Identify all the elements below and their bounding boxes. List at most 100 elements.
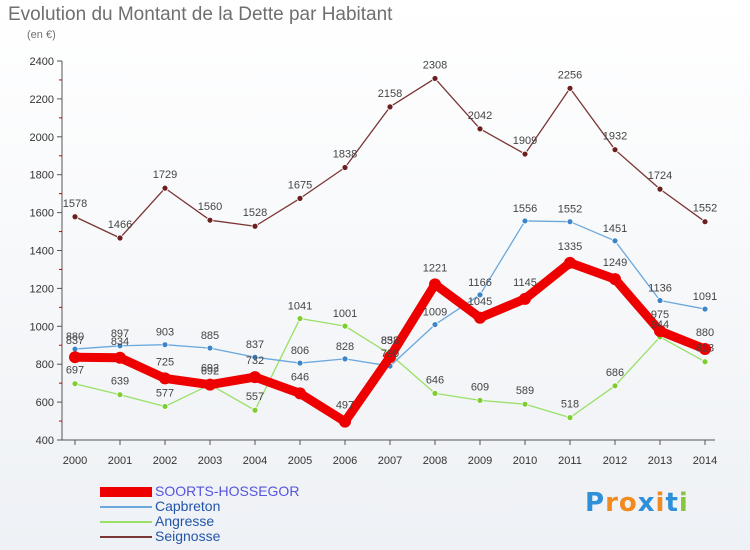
data-label-soorts-hossegor: 692 [201,363,219,375]
data-point-seignosse [656,185,664,193]
x-tick-label: 2008 [423,455,447,467]
data-label-soorts-hossegor: 1145 [513,277,537,289]
data-point-soorts-hossegor [384,350,396,363]
data-label-seignosse: 1729 [153,169,177,181]
x-tick-label: 2001 [108,455,132,467]
y-tick-label: 2400 [30,56,54,68]
data-label-capbreton: 837 [246,339,264,351]
y-tick-label: 1600 [30,208,54,220]
data-label-capbreton: 1556 [513,203,537,215]
data-label-soorts-hossegor: 975 [651,309,669,321]
y-tick-label: 600 [36,397,54,409]
data-point-seignosse [476,125,484,133]
data-label-angresse: 609 [471,381,489,393]
data-label-angresse: 813 [696,343,714,355]
data-label-soorts-hossegor: 1249 [603,257,627,269]
data-point-angresse [701,358,709,366]
data-label-capbreton: 790 [381,348,399,360]
logo-letter: x [637,488,656,518]
data-label-capbreton: 1166 [468,277,492,289]
data-label-capbreton: 885 [201,330,219,342]
data-point-capbreton [431,321,439,328]
data-label-soorts-hossegor: 732 [246,355,264,367]
data-label-seignosse: 2042 [468,110,492,122]
data-point-seignosse [566,84,574,92]
data-point-soorts-hossegor [249,371,261,384]
data-point-seignosse [386,103,394,111]
x-tick-label: 2000 [63,455,87,467]
data-label-angresse: 589 [516,385,534,397]
data-label-capbreton: 828 [336,341,354,353]
data-label-angresse: 557 [246,391,264,403]
logo-letter: P [585,488,606,518]
data-point-seignosse [161,184,169,192]
data-label-capbreton: 1009 [423,307,447,319]
data-label-soorts-hossegor: 838 [381,335,399,347]
legend-swatch [100,521,152,523]
x-tick-label: 2005 [288,455,312,467]
data-point-angresse [566,414,574,422]
data-point-soorts-hossegor [114,351,126,364]
data-point-angresse [116,391,124,399]
data-label-seignosse: 1675 [288,179,312,191]
y-tick-label: 400 [36,435,54,447]
data-label-seignosse: 2308 [423,59,447,71]
chart-unit-label: (en €) [27,29,56,41]
data-point-capbreton [341,355,349,363]
data-label-capbreton: 1552 [558,204,582,216]
data-point-seignosse [341,164,349,171]
x-tick-label: 2012 [603,455,627,467]
data-point-seignosse [251,222,259,230]
data-point-soorts-hossegor [69,351,81,364]
data-point-angresse [431,389,439,397]
data-point-capbreton [296,359,304,367]
x-tick-label: 2003 [198,455,222,467]
data-point-seignosse [701,218,709,226]
logo-letter: i [678,488,689,518]
legend-swatch [100,487,152,497]
data-label-angresse: 1001 [333,308,357,320]
data-point-capbreton [476,291,484,299]
data-label-angresse: 692 [201,366,219,378]
data-label-angresse: 853 [381,335,399,347]
y-tick-label: 1000 [30,321,54,333]
data-label-seignosse: 1560 [198,201,222,213]
legend-label: Capbreton [155,498,221,514]
legend-label: Seignosse [155,528,221,544]
data-point-angresse [476,396,484,404]
legend-label: SOORTS-HOSSEGOR [155,483,300,499]
data-label-capbreton: 880 [66,331,84,343]
data-point-angresse [341,322,349,330]
data-label-soorts-hossegor: 834 [111,336,129,348]
x-tick-label: 2009 [468,455,492,467]
data-label-capbreton: 903 [156,327,174,339]
data-label-seignosse: 2158 [378,88,402,100]
legend-swatch [100,506,152,508]
data-point-seignosse [116,234,124,242]
data-label-capbreton: 897 [111,328,129,340]
data-point-angresse [296,315,304,322]
x-tick-label: 2010 [513,455,537,467]
data-point-angresse [251,406,259,414]
data-label-soorts-hossegor: 1221 [423,262,447,274]
data-point-soorts-hossegor [609,273,621,286]
y-tick-label: 1200 [30,283,54,295]
data-point-soorts-hossegor [159,372,171,385]
x-tick-label: 2014 [693,455,717,467]
data-label-seignosse: 1552 [693,203,717,215]
data-label-seignosse: 1932 [603,131,627,143]
chart-title: Evolution du Montant de la Dette par Hab… [8,4,393,25]
data-label-soorts-hossegor: 837 [66,335,84,347]
y-tick-label: 1400 [30,246,54,258]
data-point-seignosse [206,216,214,224]
data-point-seignosse [611,146,619,154]
data-label-angresse: 686 [606,367,624,379]
data-label-seignosse: 1528 [243,207,267,219]
data-point-capbreton [566,218,574,226]
x-tick-label: 2013 [648,455,672,467]
data-label-soorts-hossegor: 1045 [468,296,492,308]
data-label-seignosse: 1466 [108,219,132,231]
data-point-seignosse [296,194,304,202]
